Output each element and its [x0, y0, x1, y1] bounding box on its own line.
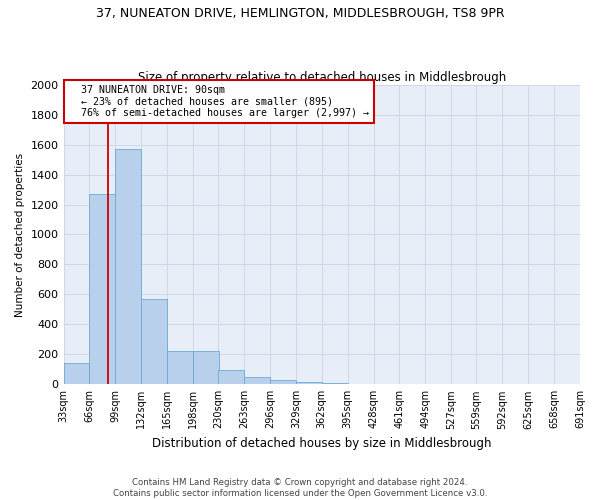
Bar [296, 382, 322, 384]
Bar [244, 377, 270, 384]
X-axis label: Distribution of detached houses by size in Middlesbrough: Distribution of detached houses by size … [152, 437, 491, 450]
Bar [115, 149, 141, 384]
Bar [270, 380, 296, 384]
Bar [64, 364, 89, 384]
Bar [89, 194, 115, 384]
Text: 37, NUNEATON DRIVE, HEMLINGTON, MIDDLESBROUGH, TS8 9PR: 37, NUNEATON DRIVE, HEMLINGTON, MIDDLESB… [95, 8, 505, 20]
Bar [141, 299, 167, 384]
Text: Contains HM Land Registry data © Crown copyright and database right 2024.
Contai: Contains HM Land Registry data © Crown c… [113, 478, 487, 498]
Bar [193, 352, 219, 384]
Bar [322, 383, 347, 384]
Y-axis label: Number of detached properties: Number of detached properties [15, 152, 25, 316]
Bar [167, 352, 193, 384]
Bar [218, 370, 244, 384]
Text: 37 NUNEATON DRIVE: 90sqm
  ← 23% of detached houses are smaller (895)
  76% of s: 37 NUNEATON DRIVE: 90sqm ← 23% of detach… [69, 84, 369, 118]
Title: Size of property relative to detached houses in Middlesbrough: Size of property relative to detached ho… [137, 70, 506, 84]
